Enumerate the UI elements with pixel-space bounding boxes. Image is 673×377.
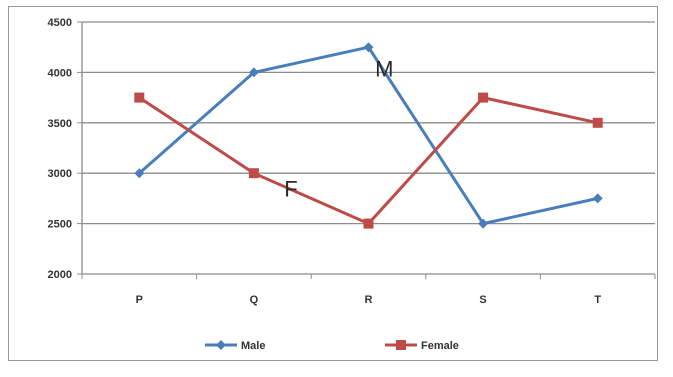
x-tick-label: Q	[250, 294, 259, 306]
male-series-line	[138, 45, 599, 226]
male-legend-marker	[216, 340, 226, 350]
female-series-line	[138, 96, 599, 226]
female-point	[592, 117, 603, 128]
tick-labels: 2000 2500 3000 3500 4000 4500 P Q R S T	[48, 17, 602, 306]
axes	[77, 21, 656, 279]
male-point	[363, 42, 374, 53]
male-point	[134, 168, 145, 179]
annotation-m: M	[375, 56, 393, 81]
grid-lines	[82, 21, 655, 225]
annotation-f: F	[284, 176, 297, 201]
y-tick-label: 4500	[48, 17, 72, 29]
male-point	[592, 193, 603, 204]
y-tick-label: 4000	[48, 67, 72, 79]
annotations: MF	[284, 56, 393, 201]
male-point	[478, 218, 489, 229]
x-tick-label: T	[594, 294, 601, 306]
x-tick-label: P	[136, 294, 143, 306]
female-point	[248, 168, 259, 179]
y-tick-label: 3500	[48, 118, 72, 130]
y-tick-label: 3000	[48, 168, 72, 180]
x-tick-label: S	[479, 294, 486, 306]
chart-frame	[8, 6, 658, 361]
female-legend-marker	[396, 340, 406, 350]
female-point	[363, 218, 374, 229]
female-legend-label: Female	[421, 340, 459, 352]
female-point	[478, 92, 489, 103]
male-legend-label: Male	[241, 340, 265, 352]
y-tick-label: 2500	[48, 219, 72, 231]
female-point	[134, 92, 145, 103]
x-tick-label: R	[365, 294, 373, 306]
series-lines	[134, 42, 603, 229]
legend: Male Female	[205, 340, 459, 352]
y-tick-label: 2000	[48, 269, 72, 281]
male-point	[248, 67, 259, 78]
